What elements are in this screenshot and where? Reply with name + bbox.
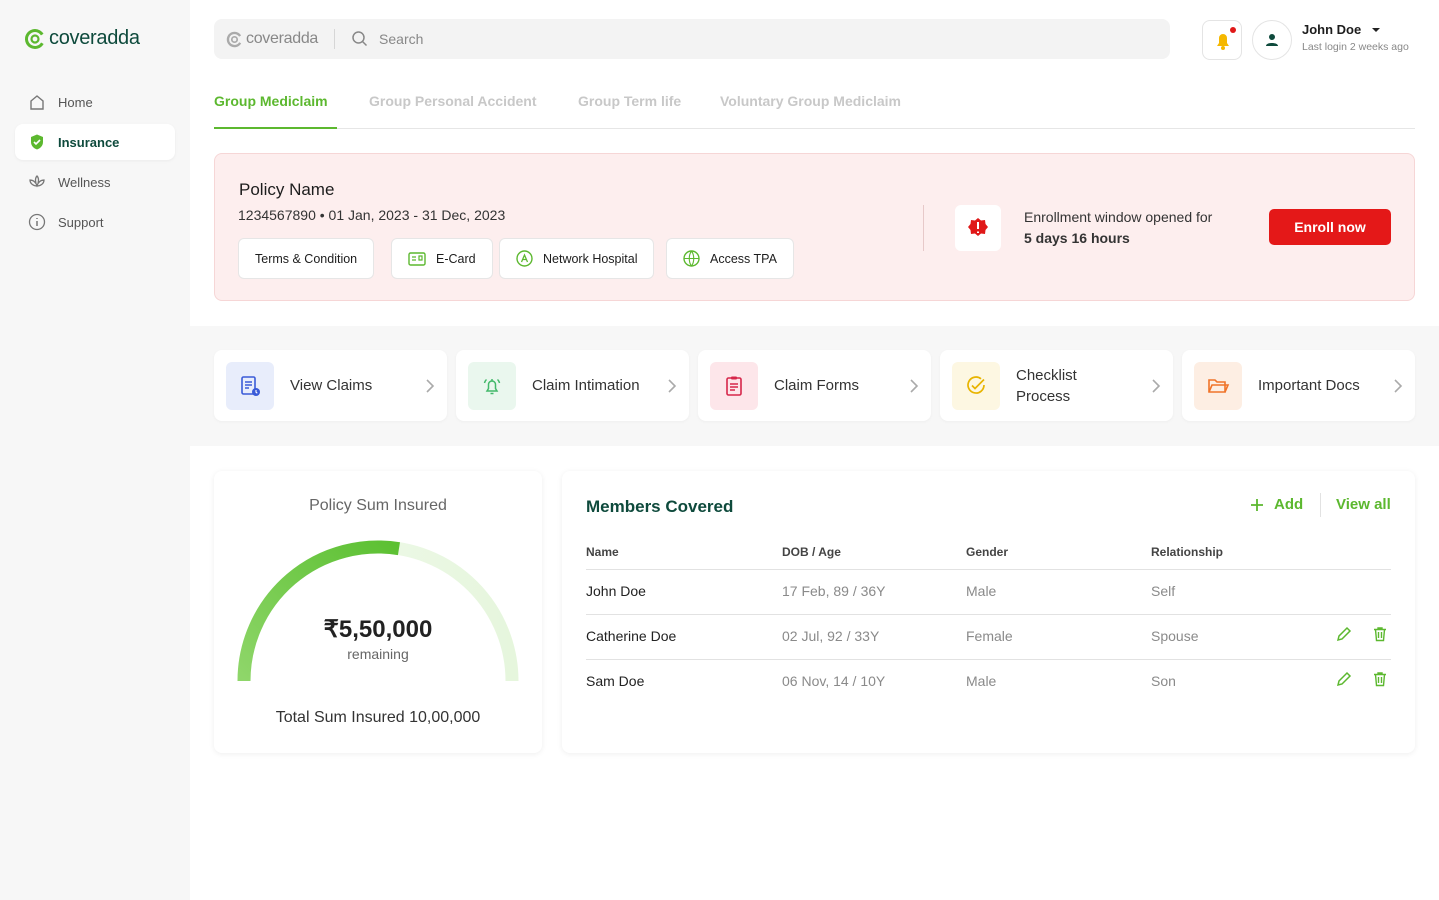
card-title: Members Covered [586, 497, 734, 516]
gauge [237, 540, 519, 682]
edit-button[interactable] [1336, 626, 1352, 642]
policy-button[interactable]: Access TPA [666, 238, 794, 279]
policy-button[interactable]: Terms & Condition [238, 238, 375, 279]
sum-insured-card: Policy Sum Insured ₹5,50,000 remaining T… [214, 471, 542, 753]
table-cell: 17 Feb, 89 / 36Y [782, 583, 886, 599]
column-header: Name [586, 545, 619, 559]
user-menu[interactable]: John Doe [1302, 22, 1381, 37]
sidebar: coveradda Home Insurance Wellness Suppor… [0, 0, 190, 900]
quick-link[interactable]: View Claims [214, 350, 447, 421]
nav-item[interactable]: Support [15, 204, 175, 240]
column-header: Gender [966, 545, 1009, 559]
nav-label: Home [58, 94, 93, 110]
total-label: Total Sum Insured [275, 709, 405, 726]
logo: coveradda [24, 27, 140, 50]
table-cell: 02 Jul, 92 / 33Y [782, 628, 880, 644]
add-label: Add [1274, 496, 1304, 513]
policy-details: 1234567890 • 01 Jan, 2023 - 31 Dec, 2023 [238, 207, 506, 223]
tab[interactable]: Voluntary Group Mediclaim [720, 93, 901, 109]
quick-link[interactable]: Claim Forms [698, 350, 931, 421]
alert-icon [955, 205, 1001, 251]
quick-link[interactable]: Important Docs [1182, 350, 1415, 421]
edit-button[interactable] [1336, 671, 1352, 687]
nav-label: Wellness [58, 174, 111, 190]
table-cell: Female [966, 628, 1013, 644]
quick-link-label: View Claims [290, 377, 373, 394]
tab-indicator [214, 127, 337, 129]
quick-link-label: Checklist Process [1016, 366, 1077, 405]
card-title: Policy Sum Insured [309, 497, 447, 514]
tab[interactable]: Group Personal Accident [369, 93, 537, 109]
header-logo: coveradda [226, 30, 318, 48]
table-cell: John Doe [586, 583, 646, 599]
view-all-link[interactable]: View all [1336, 496, 1391, 513]
table-cell: Male [966, 583, 997, 599]
button-label: E-Card [436, 251, 476, 266]
nav-label: Support [58, 214, 104, 230]
button-label: Network Hospital [543, 251, 638, 266]
user-name: John Doe [1302, 22, 1362, 37]
quick-link-label: Important Docs [1258, 377, 1360, 394]
nav-item[interactable]: Wellness [15, 164, 175, 200]
button-label: Access TPA [710, 251, 777, 266]
delete-button[interactable] [1372, 671, 1388, 687]
table-cell: Catherine Doe [586, 628, 677, 644]
total-amount: 10,00,000 [409, 709, 481, 726]
add-button[interactable]: Add [1250, 496, 1303, 513]
search-bar[interactable]: coveradda Search [214, 19, 1170, 59]
table-cell: Male [966, 673, 997, 689]
logo-text: coveradda [49, 27, 140, 49]
search-placeholder: Search [379, 31, 424, 47]
column-header: Relationship [1151, 545, 1224, 559]
nav-label: Insurance [58, 134, 120, 150]
table-cell: Spouse [1151, 628, 1199, 644]
row-actions [1336, 671, 1388, 687]
quick-link[interactable]: Claim Intimation [456, 350, 689, 421]
enrollment-time: 5 days 16 hours [1024, 230, 1130, 246]
column-header: DOB / Age [782, 545, 841, 559]
policy-button[interactable]: E-Card [391, 238, 493, 279]
enrollment-text: Enrollment window opened for [1024, 209, 1213, 225]
table-cell: Sam Doe [586, 673, 645, 689]
quick-link[interactable]: Checklist Process [940, 350, 1173, 421]
header-logo-text: coveradda [246, 30, 319, 47]
policy-button[interactable]: Network Hospital [499, 238, 655, 279]
table-cell: 06 Nov, 14 / 10Y [782, 673, 886, 689]
delete-button[interactable] [1372, 626, 1388, 642]
quick-link-label: Claim Intimation [532, 377, 640, 394]
enroll-button[interactable]: Enroll now [1269, 209, 1391, 245]
tab[interactable]: Group Term life [578, 93, 682, 109]
policy-card: Policy Name 1234567890 • 01 Jan, 2023 - … [214, 153, 1415, 301]
nav-item[interactable]: Home [15, 84, 175, 120]
button-label: Terms & Condition [255, 251, 358, 266]
remaining-amount: ₹5,50,000 [323, 616, 433, 643]
tab[interactable]: Group Mediclaim [214, 93, 328, 109]
policy-name: Policy Name [239, 180, 335, 199]
avatar[interactable] [1252, 20, 1292, 60]
gauge-fill [237, 540, 400, 682]
nav-item[interactable]: Insurance [15, 124, 175, 160]
last-login: Last login 2 weeks ago [1302, 41, 1409, 53]
total-line: Total Sum Insured 10,00,000 [214, 709, 542, 727]
table-cell: Self [1151, 583, 1176, 599]
table-cell: Son [1151, 673, 1176, 689]
row-actions [1336, 626, 1388, 642]
quick-link-label: Claim Forms [774, 377, 859, 394]
notification-button[interactable] [1202, 20, 1242, 60]
members-card: Members Covered Add View all Name DOB / … [562, 471, 1415, 753]
remaining-caption: remaining [347, 646, 409, 662]
